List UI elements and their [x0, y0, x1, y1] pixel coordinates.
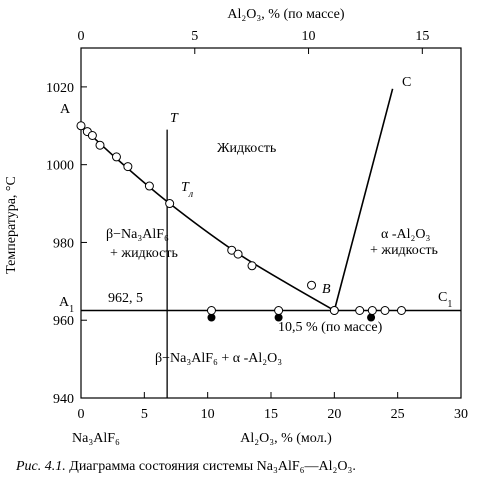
y-tick-label: 960	[53, 314, 74, 329]
liquidus_alumina-curve	[333, 88, 394, 311]
eutectic-filled-point	[367, 313, 376, 322]
eutectic-filled-point	[274, 313, 283, 322]
region-solid: β−Na₃AlF₆ + α -Al₂O₃	[155, 351, 282, 366]
y-tick-label: 980	[53, 236, 74, 251]
y-tick-label: 940	[53, 392, 74, 407]
liquidus-point	[76, 121, 86, 131]
liquidus-point	[233, 249, 243, 259]
liquidus-point	[123, 162, 133, 172]
liquidus-point	[144, 181, 154, 191]
point-label-b: B	[322, 282, 331, 297]
top-axis-label: Al₂O₃, % (по массе)	[227, 7, 344, 22]
x-tick-label: 0	[78, 407, 85, 422]
point-label-c: C	[402, 75, 411, 90]
isopleth-label-t: T	[170, 111, 179, 126]
eutectic-open-point	[367, 306, 377, 315]
eutectic-temp-label: 962, 5	[108, 291, 143, 306]
liquidus-point	[95, 140, 105, 150]
point-label-a1: A1	[59, 295, 74, 315]
x-tick-label: 30	[454, 407, 468, 422]
region-beta-liquid-line1: β−Na₃AlF₆	[106, 227, 169, 242]
liquidus-temp-label: Tл	[181, 180, 194, 200]
eutectic-open-point	[380, 306, 390, 315]
liquidus-point	[111, 152, 121, 162]
liquidus-point	[227, 245, 237, 255]
eutectic-open-point	[274, 306, 284, 315]
plot-frame	[80, 47, 462, 399]
eutectic-open-point	[206, 306, 216, 315]
liquidus-point	[87, 131, 97, 140]
top-tick-label: 0	[78, 29, 85, 44]
region-beta-liquid-line2: + жидкость	[110, 246, 178, 261]
x-axis-start-label: Na₃AlF₆	[72, 431, 120, 446]
x-tick-label: 20	[327, 407, 341, 422]
region-liquid: Жидкость	[217, 141, 276, 156]
liquidus-point	[307, 280, 317, 290]
point-label-c1: C1	[438, 290, 452, 310]
top-tick-label: 15	[415, 29, 429, 44]
eutectic-open-point	[355, 306, 365, 315]
liquidus-point	[165, 199, 175, 209]
region-alpha-liquid-line1: α -Al₂O₃	[381, 227, 430, 242]
x-tick-label: 15	[264, 407, 278, 422]
x-tick-label: 5	[141, 407, 148, 422]
region-alpha-liquid-line2: + жидкость	[370, 243, 438, 258]
y-tick-label: 1000	[46, 159, 74, 174]
liquidus-point	[247, 261, 257, 271]
top-tick-label: 5	[191, 29, 198, 44]
eutectic-filled-point	[207, 313, 216, 322]
eutectic-open-point	[396, 306, 406, 315]
y-axis-label: Температура, °C	[4, 176, 19, 274]
point-label-a: A	[60, 102, 71, 117]
x-tick-label: 25	[391, 407, 405, 422]
top-tick-label: 10	[302, 29, 316, 44]
x-axis-label: Al₂O₃, % (мол.)	[240, 431, 332, 446]
x-tick-label: 10	[201, 407, 215, 422]
eutectic-open-point	[329, 306, 339, 315]
figure-caption: Рис. 4.1. Диаграмма состояния системы Na…	[15, 459, 356, 474]
eutectic-comp-label: 10,5 % (по массе)	[278, 320, 383, 335]
y-tick-label: 1020	[46, 81, 74, 96]
